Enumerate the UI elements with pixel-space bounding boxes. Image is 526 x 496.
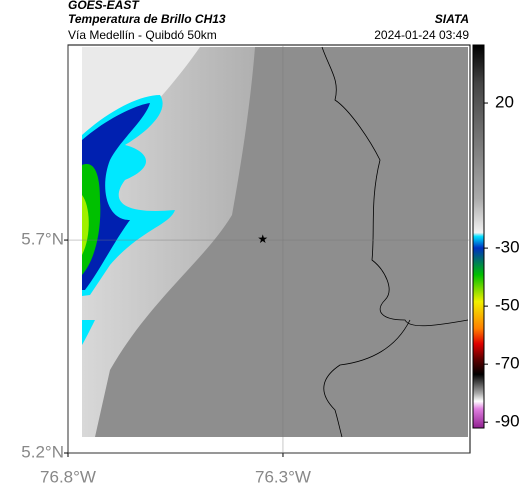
x-tick-label: 76.8°W (40, 467, 96, 486)
x-tick-label: 76.3°W (255, 467, 311, 486)
location-marker: ★ (257, 232, 268, 246)
colorbar-tick-label: -70 (495, 354, 520, 373)
colorbar-tick-label: -90 (495, 412, 520, 431)
y-tick-label: 5.2°N (21, 442, 64, 461)
subtitle: Temperatura de Brillo CH13 (68, 12, 226, 26)
route: Vía Medellín - Quibdó 50km (68, 28, 217, 42)
colorbar (472, 44, 485, 429)
timestamp: 2024-01-24 03:49 (374, 28, 469, 42)
colorbar-tick-label: -30 (495, 238, 520, 257)
satellite-image (82, 46, 469, 438)
colorbar-tick-label: 20 (495, 93, 514, 112)
colorbar-tick-label: -50 (495, 296, 520, 315)
y-tick-label: 5.7°N (21, 230, 64, 249)
source: SIATA (435, 12, 469, 26)
title: GOES-EAST (68, 0, 140, 12)
